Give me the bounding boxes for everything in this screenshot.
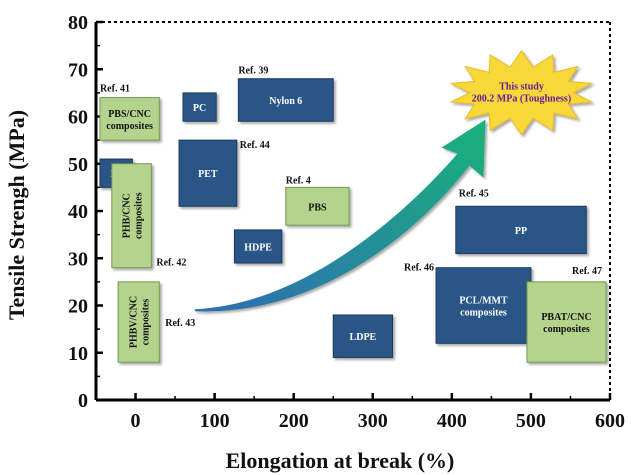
- reference-label: Ref. 47: [572, 266, 602, 277]
- material-label: PC: [193, 103, 206, 114]
- material-label: PBS: [308, 202, 327, 213]
- material-box: [111, 163, 152, 269]
- x-tick-label: 200: [279, 410, 309, 432]
- material-box: [117, 281, 160, 363]
- y-tick-label: 50: [68, 154, 88, 176]
- y-tick-label: 70: [68, 59, 88, 81]
- material-label: PET: [198, 169, 218, 180]
- highlight-star: [449, 49, 594, 136]
- highlight-label: This study 200.2 MPa (Toughness): [472, 82, 571, 105]
- x-tick-label: 500: [516, 410, 546, 432]
- y-tick-label: 10: [68, 343, 88, 365]
- trend-arrow-shape: [194, 119, 486, 312]
- material-label: Nylon 6: [269, 96, 302, 107]
- reference-label: Ref. 44: [240, 140, 270, 151]
- reference-label: Ref. 39: [238, 66, 268, 77]
- x-axis-title: Elongation at break (%): [226, 448, 455, 473]
- material-label: PBS/CNC composites: [106, 109, 153, 132]
- reference-label: Ref. 45: [459, 188, 489, 199]
- x-tick-label: 300: [358, 410, 388, 432]
- material-box: [237, 78, 334, 122]
- x-tick-label: 600: [595, 410, 625, 432]
- material-box: [435, 267, 532, 344]
- y-tick-label: 20: [68, 296, 88, 318]
- axes: 0 10 20 30 40 50 60 70 80 0 100 200 300 400 500 600: [68, 12, 625, 432]
- material-box: [178, 139, 238, 207]
- x-tick-label: 400: [437, 410, 467, 432]
- reference-label: Ref. 43: [165, 318, 195, 329]
- x-tick-label: 100: [200, 410, 230, 432]
- material-box: [99, 97, 160, 141]
- material-box: [182, 92, 217, 122]
- material-box: [285, 186, 350, 226]
- material-box: [526, 281, 607, 363]
- material-label: PHB/CNCcomposites: [122, 192, 145, 239]
- material-label: HDPE: [244, 242, 272, 253]
- y-tick-label: 40: [68, 201, 88, 223]
- reference-label: Ref. 4: [286, 175, 311, 186]
- y-axis-title: Tensile Strengh (MPa): [4, 110, 29, 320]
- material-box: [455, 205, 587, 255]
- reference-label: Ref. 41: [100, 84, 130, 95]
- trend-arrow: [194, 49, 594, 312]
- y-tick-label: 0: [78, 390, 88, 412]
- x-tick-label: 0: [131, 410, 141, 432]
- material-box: [233, 229, 283, 264]
- material-label: PHBV/CNCcomposites: [129, 296, 152, 348]
- y-tick-label: 80: [68, 12, 88, 34]
- reference-label: Ref. 46: [404, 263, 434, 274]
- y-tick-label: 30: [68, 248, 88, 270]
- material-label: PBAT/CNC composites: [541, 312, 591, 335]
- y-tick-label: 60: [68, 107, 88, 129]
- reference-label: Ref. 42: [156, 258, 186, 269]
- material-label: LDPE: [350, 332, 377, 343]
- material-box: [332, 314, 394, 358]
- material-label: PCL/MMT composites: [459, 296, 508, 319]
- material-label: PP: [515, 226, 527, 237]
- annotations: Ref. 41 Ref. 39 Ref. 42 Ref. 44 Ref. 4 Ref. 4…: [100, 66, 602, 329]
